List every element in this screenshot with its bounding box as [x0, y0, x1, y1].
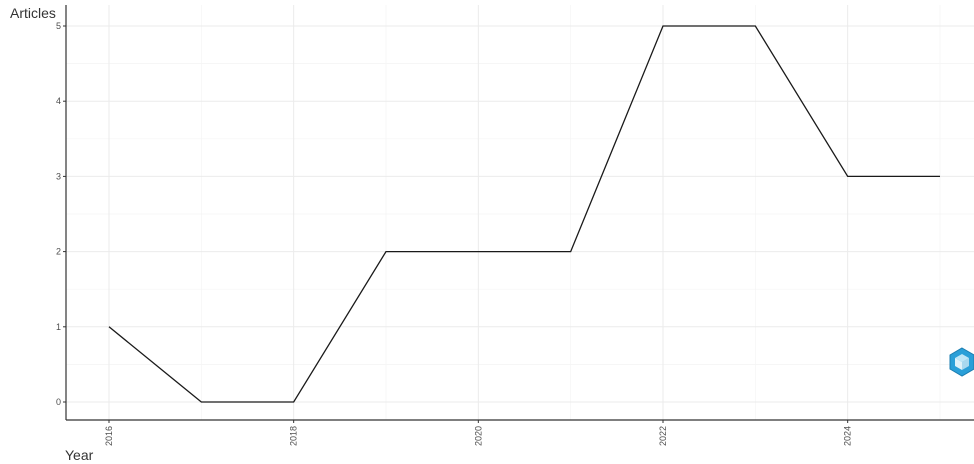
logo-cube-right [962, 358, 969, 370]
x-tick-label: 2016 [104, 426, 114, 446]
y-tick-label: 3 [56, 171, 61, 181]
series-layer [108, 25, 940, 403]
grid-layer [66, 5, 974, 420]
y-tick-label: 5 [56, 21, 61, 31]
y-tick-label: 2 [56, 247, 61, 257]
x-tick-label: 2018 [289, 426, 299, 446]
y-tick-label: 1 [56, 322, 61, 332]
logo-cube-left [955, 358, 962, 370]
y-tick-label: 0 [56, 397, 61, 407]
y-axis-title: Articles [10, 5, 56, 21]
axes-layer [63, 5, 974, 423]
series-line [108, 25, 940, 403]
x-tick-label: 2022 [658, 426, 668, 446]
x-axis-title: Year [65, 447, 94, 463]
x-tick-label: 2020 [473, 426, 483, 446]
y-tick-label: 4 [56, 96, 61, 106]
labels-layer: Articles Year 0 1 2 3 4 5 2016 2018 2020 2022 2024 [10, 5, 853, 463]
package-cube-icon [949, 347, 974, 377]
x-tick-label: 2024 [843, 426, 853, 446]
